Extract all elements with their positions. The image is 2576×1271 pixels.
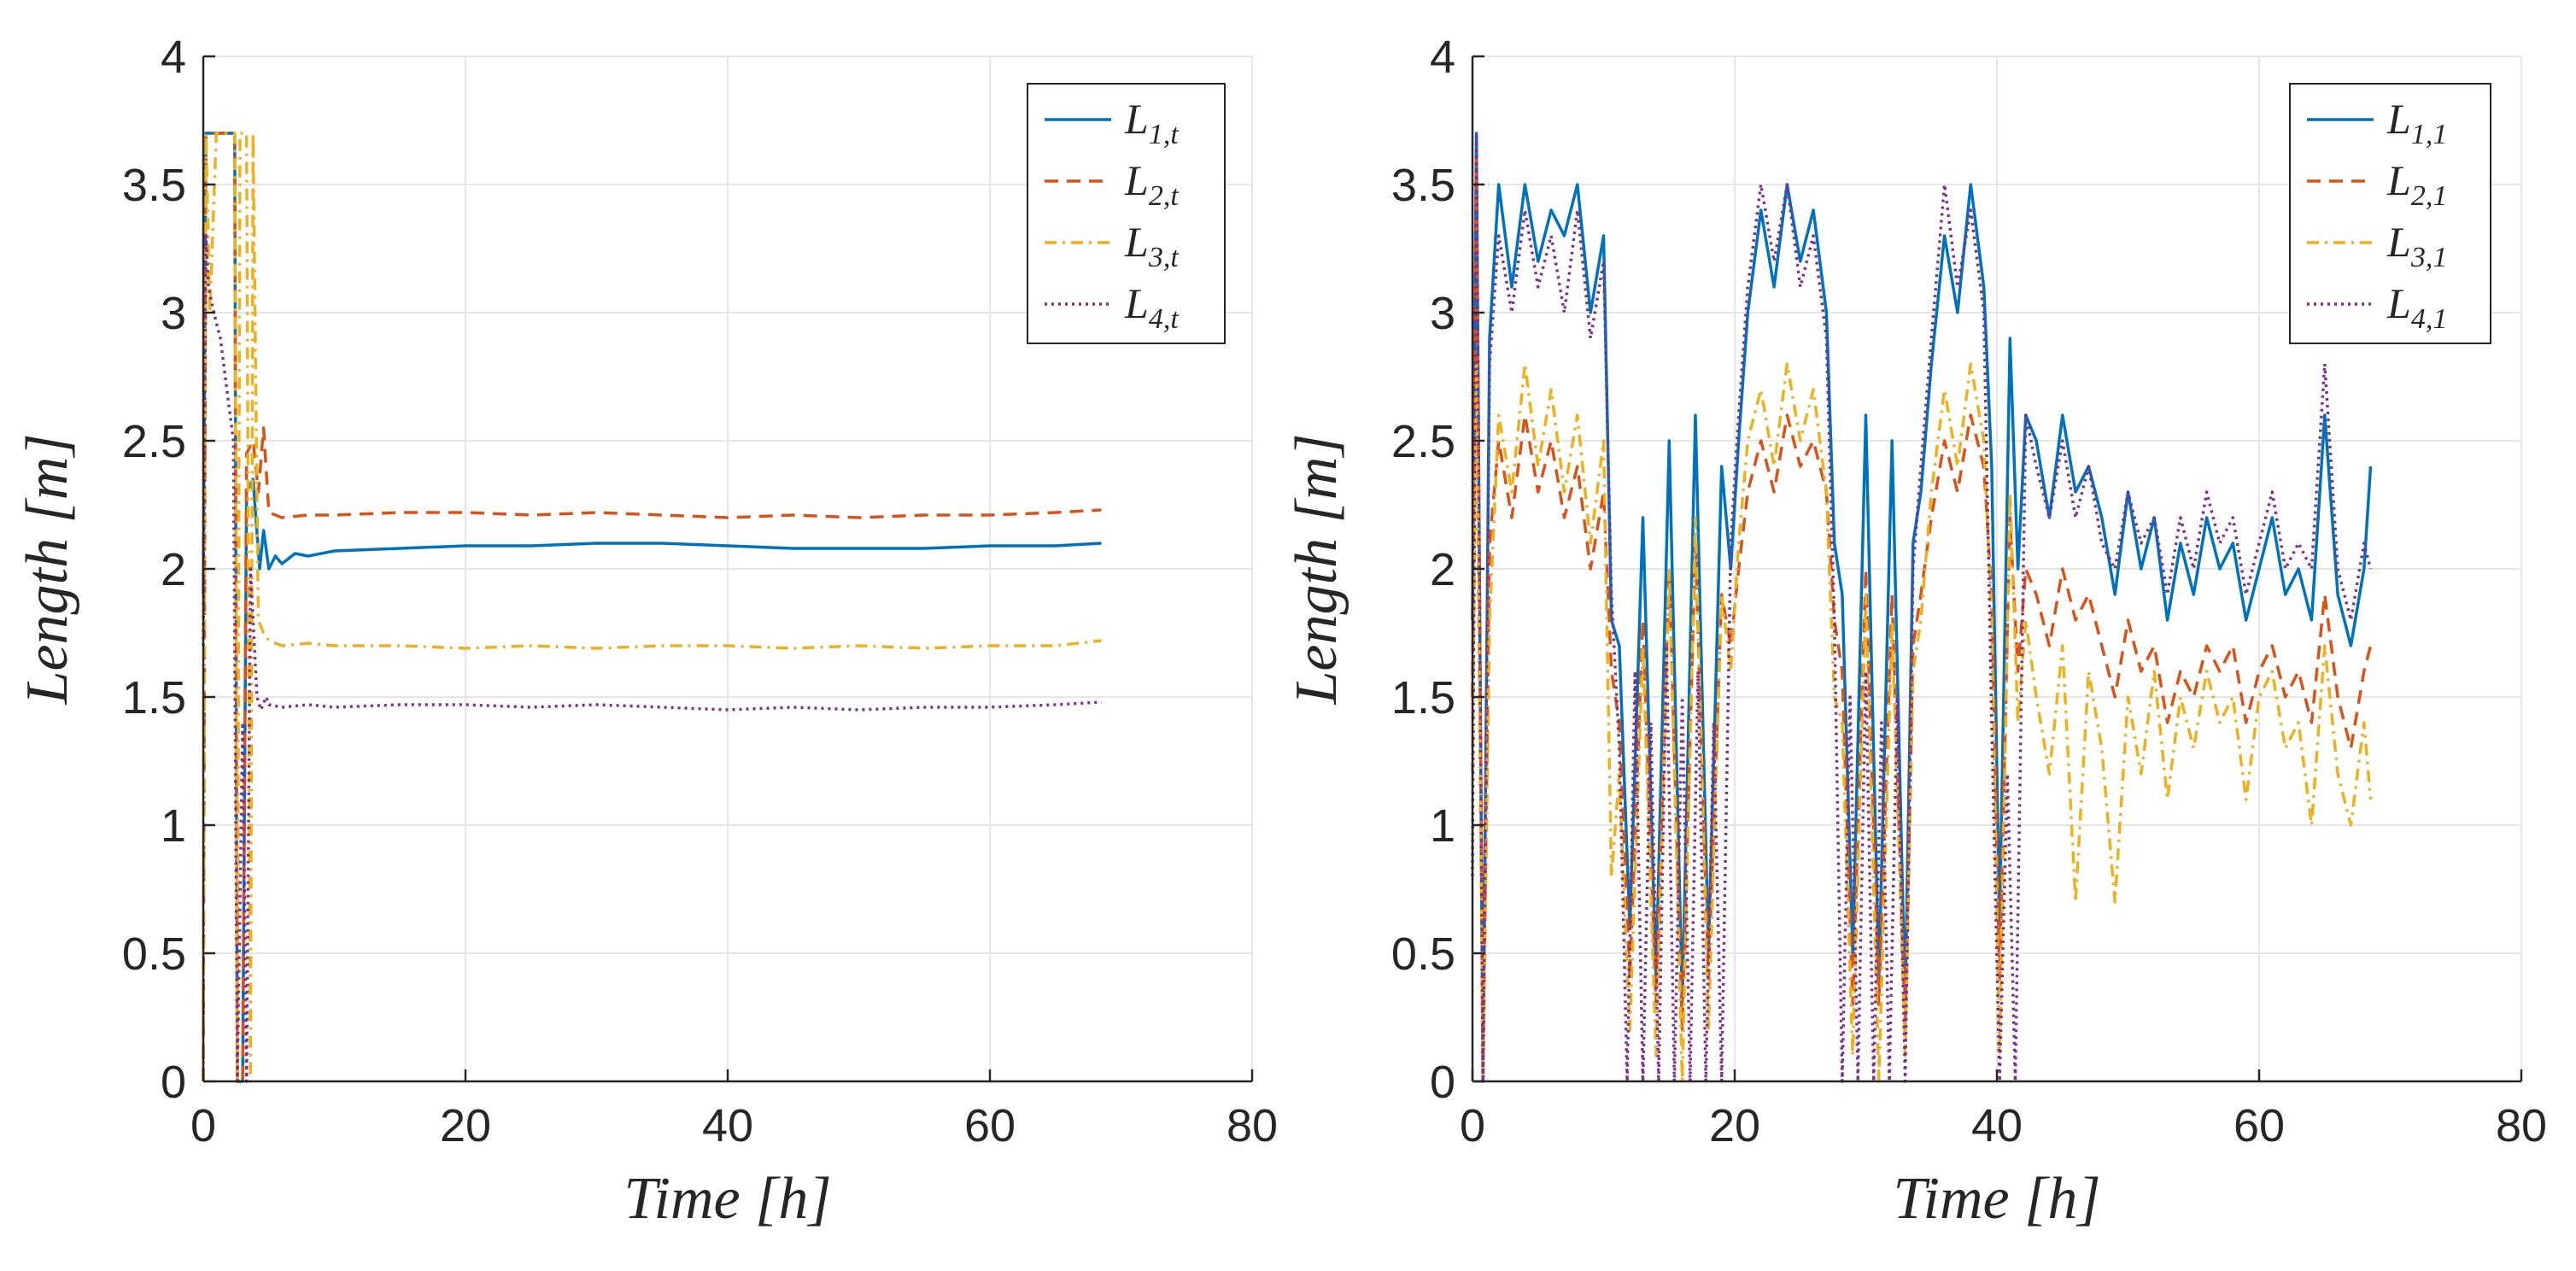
- legend-label-subscript: 3,t: [1148, 242, 1180, 273]
- legend-label: L3,1: [2386, 218, 2447, 273]
- y-tick-label: 2: [161, 544, 186, 595]
- y-tick-label: 2.5: [122, 416, 186, 467]
- y-tick-label: 1.5: [1391, 672, 1455, 723]
- series-line-2-1: [1471, 157, 2373, 1083]
- y-tick-label: 1: [161, 800, 186, 852]
- legend-label: L4,1: [2386, 279, 2447, 335]
- y-axis-label: Length [m]: [15, 434, 80, 706]
- x-tick-label: 80: [1227, 1100, 1278, 1151]
- y-tick-label: 3: [1430, 288, 1455, 339]
- legend-label-base: L: [1124, 218, 1149, 266]
- legend-label-base: L: [1124, 279, 1149, 327]
- x-tick-label: 40: [1971, 1100, 2023, 1151]
- x-tick-label: 20: [1709, 1100, 1760, 1151]
- y-tick-label: 2.5: [1391, 416, 1455, 467]
- legend: L1,tL2,tL3,tL4,t: [1027, 83, 1226, 344]
- x-tick-label: 0: [190, 1100, 216, 1151]
- x-tick-label: 60: [964, 1100, 1016, 1151]
- x-axis-label: Time [h]: [624, 1166, 831, 1232]
- legend-label: L2,t: [1124, 156, 1180, 212]
- y-tick-label: 4: [1430, 32, 1455, 83]
- legend-label-base: L: [2386, 279, 2411, 327]
- y-tick-label: 3.5: [1391, 160, 1455, 211]
- legend-label-subscript: 4,1: [2411, 303, 2448, 335]
- legend-label-subscript: 2,1: [2411, 180, 2448, 212]
- legend-label: L4,t: [1124, 279, 1180, 335]
- x-axis-label: Time [h]: [1893, 1166, 2100, 1232]
- y-tick-label: 0.5: [1391, 928, 1455, 980]
- x-tick-label: 80: [2496, 1100, 2547, 1151]
- legend: L1,1L2,1L3,1L4,1: [2289, 83, 2491, 344]
- legend-label-base: L: [2386, 218, 2411, 266]
- legend-label-subscript: 2,t: [1149, 180, 1180, 212]
- y-tick-label: 3: [161, 288, 186, 339]
- legend-label: L1,1: [2386, 95, 2447, 150]
- y-axis-label: Length [m]: [1284, 434, 1349, 706]
- y-tick-label: 1: [1430, 800, 1455, 852]
- legend-label: L3,t: [1124, 218, 1180, 273]
- x-tick-label: 0: [1460, 1100, 1485, 1151]
- legend-label-base: L: [2386, 95, 2411, 143]
- right-chart-panel: 0 20 40 60 80 0 0.5 1 1.5 2 2.5 3 3.5 4 Time [h] Length…: [1284, 32, 2547, 1232]
- legend-label-base: L: [1124, 156, 1149, 204]
- y-tick-label: 4: [161, 32, 186, 83]
- legend-label: L2,1: [2386, 156, 2447, 212]
- legend-box: [2289, 83, 2491, 344]
- series-line-3-1: [1471, 362, 2373, 1083]
- y-tick-label: 0.5: [122, 928, 186, 980]
- y-tick-label: 2: [1430, 544, 1455, 595]
- x-tick-label: 20: [440, 1100, 491, 1151]
- legend-label: L1,t: [1124, 95, 1180, 150]
- legend-label-base: L: [2386, 156, 2411, 204]
- x-tick-label: 40: [702, 1100, 753, 1151]
- legend-label-subscript: 4,t: [1149, 303, 1180, 335]
- series-line-4-t: [202, 234, 1102, 1083]
- legend-label-subscript: 3,1: [2410, 242, 2448, 273]
- legend-label-base: L: [1124, 95, 1149, 143]
- series-line-4-1: [1471, 132, 2373, 1083]
- y-tick-label: 1.5: [122, 672, 186, 723]
- legend-box: [1027, 83, 1226, 344]
- left-chart-panel: 0 20 40 60 80 0 0.5 1 1.5 2 2.5 3 3.5 4 Time [h] Length…: [15, 32, 1278, 1232]
- y-tick-label: 0: [1430, 1057, 1455, 1108]
- series-line-2-t: [202, 132, 1102, 1083]
- x-tick-label: 60: [2234, 1100, 2285, 1151]
- y-tick-label: 0: [161, 1057, 186, 1108]
- y-tick-label: 3.5: [122, 160, 186, 211]
- legend-label-subscript: 1,t: [1149, 119, 1180, 150]
- legend-label-subscript: 1,1: [2411, 119, 2448, 150]
